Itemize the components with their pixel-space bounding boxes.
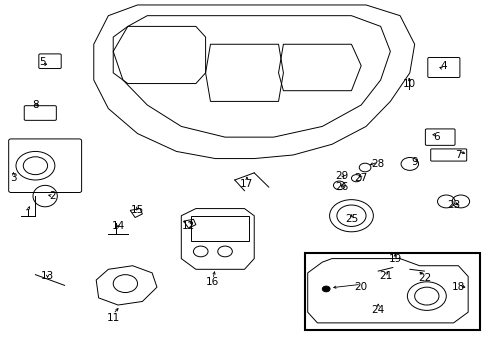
Text: 27: 27 [354,173,367,183]
Text: 26: 26 [334,182,347,192]
Text: 21: 21 [378,271,391,282]
Text: 11: 11 [106,312,120,323]
Text: 16: 16 [206,277,219,287]
Text: 28: 28 [371,159,384,169]
Text: 19: 19 [388,253,401,264]
Text: 20: 20 [354,282,367,292]
Bar [191,216,249,241]
Text: 17: 17 [240,179,253,189]
Text: 10: 10 [403,78,415,89]
Text: 8: 8 [32,100,39,110]
Text: 13: 13 [41,271,54,282]
Circle shape [322,286,329,292]
Text: 5: 5 [40,57,46,67]
Text: 14: 14 [111,221,124,231]
Text: 4: 4 [440,61,446,71]
Text: 24: 24 [371,305,384,315]
Text: 22: 22 [417,273,430,283]
Text: 15: 15 [131,205,144,215]
Text: 25: 25 [344,214,357,224]
Text: 9: 9 [410,157,417,167]
Text: 7: 7 [454,150,461,160]
Text: 6: 6 [432,132,439,142]
Bar [305,253,479,330]
Text: 29: 29 [334,171,347,181]
Text: 1: 1 [25,209,31,219]
Text: 3: 3 [10,173,17,183]
Text: 23: 23 [446,200,459,210]
Text: 12: 12 [182,221,195,231]
Text: 2: 2 [49,191,56,201]
Text: 18: 18 [451,282,464,292]
